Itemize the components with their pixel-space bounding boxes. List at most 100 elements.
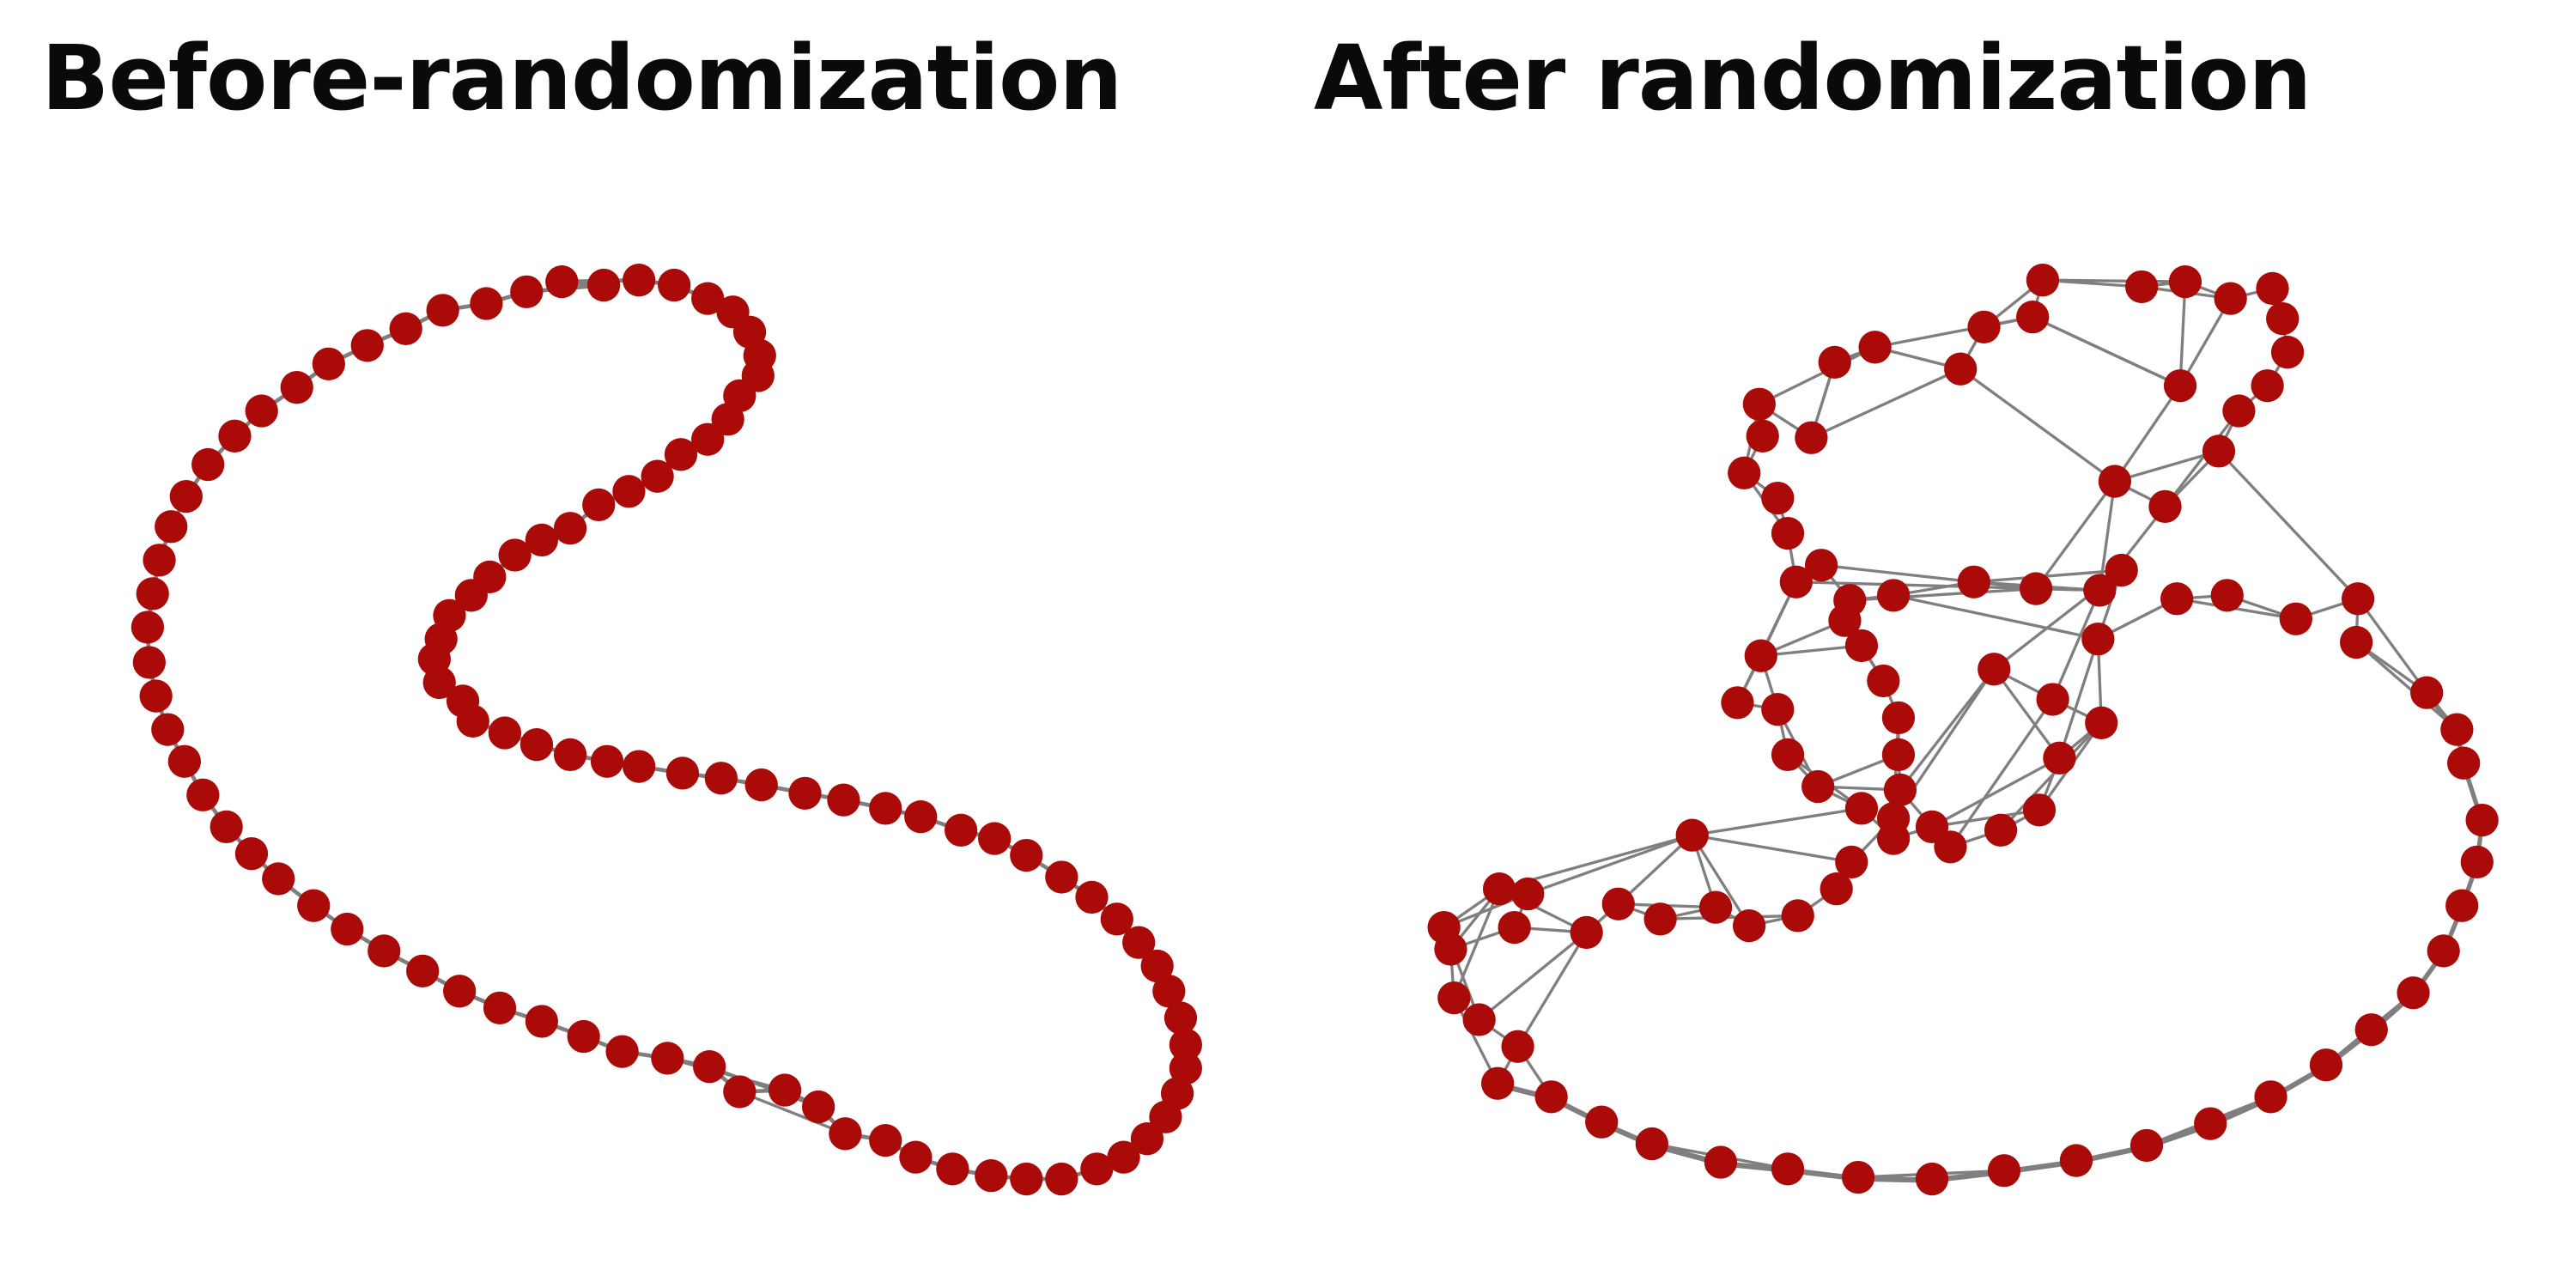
after-edge — [1873, 315, 2034, 349]
after-panel-title: After randomization — [1314, 26, 2312, 131]
before-node — [389, 312, 422, 345]
after-node — [1835, 845, 1868, 879]
before-node — [368, 934, 401, 968]
before-node — [262, 862, 295, 896]
after-edge — [1930, 808, 2041, 829]
before-node — [1169, 1052, 1202, 1085]
after-edge — [2113, 449, 2221, 483]
after-node — [2309, 1048, 2343, 1082]
before-node — [623, 264, 656, 297]
after-node — [2098, 465, 2132, 498]
after-edge — [1691, 833, 1853, 864]
after-edge — [2217, 449, 2360, 600]
before-node — [582, 488, 616, 522]
after-node — [2022, 793, 2057, 827]
after-node — [2019, 572, 2053, 605]
after-edge — [1930, 756, 2062, 829]
before-node — [426, 294, 459, 327]
before-node — [567, 1019, 600, 1054]
before-node — [498, 538, 532, 572]
after-node — [2214, 282, 2247, 315]
after-node — [1781, 899, 1814, 933]
after-node — [1978, 653, 2011, 686]
before-node — [406, 954, 440, 987]
after-node — [1482, 872, 1516, 906]
after-node — [1498, 910, 1531, 945]
before-nodes — [131, 264, 1202, 1196]
after-node — [1867, 664, 1900, 698]
before-node — [331, 912, 364, 946]
after-node — [1635, 1127, 1668, 1161]
before-node — [691, 422, 725, 456]
before-node — [1010, 1162, 1043, 1196]
before-node — [1163, 1001, 1198, 1035]
after-node — [1771, 738, 1805, 772]
before-node — [169, 479, 203, 513]
before-node — [1107, 1140, 1140, 1174]
after-edge — [2034, 479, 2117, 591]
after-node — [1876, 822, 1911, 855]
before-panel-title: Before-randomization — [41, 26, 1122, 131]
after-edge — [1959, 368, 2117, 483]
after-node — [2085, 706, 2118, 739]
after-edge — [1892, 593, 2100, 641]
after-node — [1728, 456, 1761, 489]
before-node — [1152, 975, 1186, 1008]
before-node — [245, 394, 278, 428]
after-edge — [2041, 278, 2187, 283]
after-node — [1675, 818, 1709, 852]
before-node — [1140, 949, 1174, 983]
after-edge — [2113, 384, 2182, 483]
after-node — [2083, 574, 2117, 607]
before-node — [801, 1090, 835, 1124]
after-edge — [1526, 833, 1694, 896]
after-edges — [1442, 278, 2485, 1183]
after-node — [1934, 830, 1967, 864]
before-node — [658, 268, 691, 302]
after-edge — [2354, 641, 2458, 732]
before-node — [519, 728, 554, 762]
after-node — [1462, 1003, 1496, 1036]
after-node — [1881, 701, 1916, 735]
after-node — [1585, 1105, 1619, 1139]
before-node — [155, 510, 188, 544]
after-node — [2148, 489, 2182, 523]
before-node — [1080, 1152, 1114, 1186]
before-node — [641, 459, 674, 493]
after-node — [1828, 604, 1862, 637]
after-node — [1858, 331, 1892, 364]
before-node — [586, 268, 621, 302]
before-node — [186, 778, 220, 811]
before-node — [312, 347, 345, 380]
after-edge — [2031, 315, 2182, 387]
after-node — [1761, 481, 1795, 515]
after-node — [2210, 579, 2244, 612]
after-edge — [2057, 637, 2100, 760]
after-edge — [1809, 368, 1962, 440]
after-node — [1844, 629, 1879, 663]
after-node — [2043, 741, 2076, 775]
before-edge — [665, 1056, 787, 1092]
before-node — [525, 523, 558, 557]
after-node — [1967, 310, 2001, 343]
after-node — [1437, 981, 1471, 1015]
before-node — [422, 665, 456, 700]
after-node — [1818, 345, 1851, 380]
after-node — [2465, 803, 2499, 837]
after-node — [2251, 369, 2284, 403]
after-node — [2447, 746, 2481, 780]
after-node — [2081, 623, 2115, 656]
before-node — [553, 738, 587, 772]
before-node — [829, 1117, 862, 1151]
after-node — [1820, 872, 1853, 906]
before-node — [280, 371, 313, 404]
after-node — [2129, 1128, 2164, 1163]
after-edge — [1477, 931, 1589, 1022]
before-node — [788, 776, 822, 810]
after-edge — [1691, 806, 1863, 837]
before-node — [218, 419, 252, 453]
after-network — [1427, 264, 2499, 1196]
after-node — [1771, 516, 1805, 550]
after-node — [1721, 686, 1754, 720]
